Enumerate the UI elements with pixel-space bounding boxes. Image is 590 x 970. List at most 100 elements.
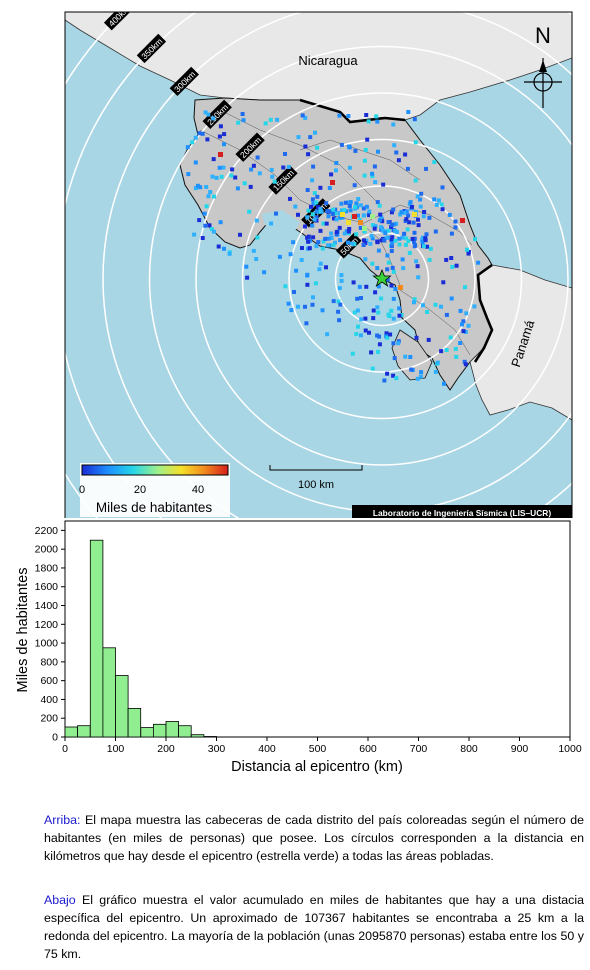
district-point (248, 184, 253, 189)
district-point (291, 240, 296, 245)
x-tick-label: 700 (410, 743, 428, 755)
district-point (288, 252, 293, 257)
district-point (347, 165, 352, 170)
district-point (412, 300, 416, 305)
district-point (372, 164, 377, 169)
district-point (407, 220, 412, 225)
district-point (346, 220, 351, 225)
district-point (458, 341, 463, 345)
district-point (294, 268, 299, 273)
district-point (318, 207, 323, 212)
district-point (420, 240, 425, 244)
district-point (357, 284, 362, 289)
district-point (406, 213, 411, 218)
district-point (318, 185, 323, 190)
district-point (321, 221, 326, 226)
district-point (447, 212, 452, 217)
district-point (386, 228, 391, 233)
district-point (352, 242, 357, 247)
district-point (317, 267, 322, 272)
district-point (436, 198, 441, 203)
district-point (403, 354, 408, 359)
district-point (310, 212, 315, 217)
district-point (270, 174, 275, 179)
district-point (330, 211, 335, 216)
district-point (418, 204, 423, 209)
district-point (263, 121, 268, 126)
district-point (375, 266, 380, 271)
district-point (389, 283, 394, 288)
y-tick-label: 200 (40, 713, 58, 725)
district-point (463, 362, 468, 367)
district-point (418, 374, 423, 379)
district-point (230, 167, 235, 172)
district-point (312, 191, 317, 196)
district-point (204, 204, 209, 209)
district-point (255, 235, 260, 240)
district-point (207, 223, 212, 228)
district-point (454, 263, 459, 268)
district-point (320, 246, 325, 251)
district-point (354, 201, 359, 206)
district-point (439, 349, 444, 354)
district-points (185, 110, 481, 386)
district-point (362, 226, 367, 231)
x-tick-label: 800 (460, 743, 478, 755)
district-point (376, 349, 380, 354)
scale-bar-label: 100 km (298, 479, 334, 491)
district-point (352, 214, 357, 219)
district-point (419, 191, 424, 196)
caption-bottom: Abajo El gráfico muestra el valor acumul… (44, 891, 584, 963)
district-point (309, 204, 313, 209)
colorbar-tick-20: 20 (134, 484, 146, 496)
district-point (338, 215, 343, 220)
district-point (310, 197, 315, 202)
district-point (425, 244, 429, 249)
district-point (389, 222, 394, 227)
district-point (435, 360, 440, 365)
district-point (448, 335, 453, 340)
district-point (449, 231, 454, 236)
district-point (245, 275, 250, 280)
histogram-bar (102, 647, 116, 738)
x-tick-label: 300 (208, 743, 226, 755)
district-point (197, 131, 202, 136)
district-point (359, 317, 364, 322)
district-point (390, 235, 395, 240)
district-point (388, 332, 393, 337)
district-point (185, 145, 190, 150)
district-point (306, 234, 311, 239)
distance-ring (102, 12, 572, 518)
district-point (315, 194, 320, 199)
district-point (370, 171, 375, 176)
district-point (375, 119, 380, 124)
district-point (325, 332, 330, 337)
district-point (466, 249, 471, 254)
district-point (363, 147, 368, 152)
district-point (346, 229, 351, 234)
district-point (262, 270, 267, 275)
district-point (293, 204, 298, 209)
district-point (339, 142, 344, 147)
district-point (453, 225, 458, 230)
district-point (303, 144, 308, 149)
y-tick-label: 600 (40, 675, 58, 687)
district-point (296, 135, 301, 140)
district-point (347, 144, 351, 149)
district-point (370, 223, 375, 228)
district-point (306, 152, 311, 157)
district-point (368, 241, 373, 246)
district-point (408, 355, 413, 359)
district-point (403, 242, 408, 247)
histogram-bar (140, 727, 154, 738)
district-point (347, 204, 352, 208)
district-point (364, 284, 369, 289)
district-point (391, 373, 396, 378)
district-point (396, 341, 401, 346)
district-point (367, 209, 372, 214)
histogram-bar (77, 725, 91, 738)
district-point (391, 341, 396, 346)
district-point (334, 232, 339, 237)
district-point (421, 214, 426, 219)
histogram-bar (165, 721, 180, 738)
